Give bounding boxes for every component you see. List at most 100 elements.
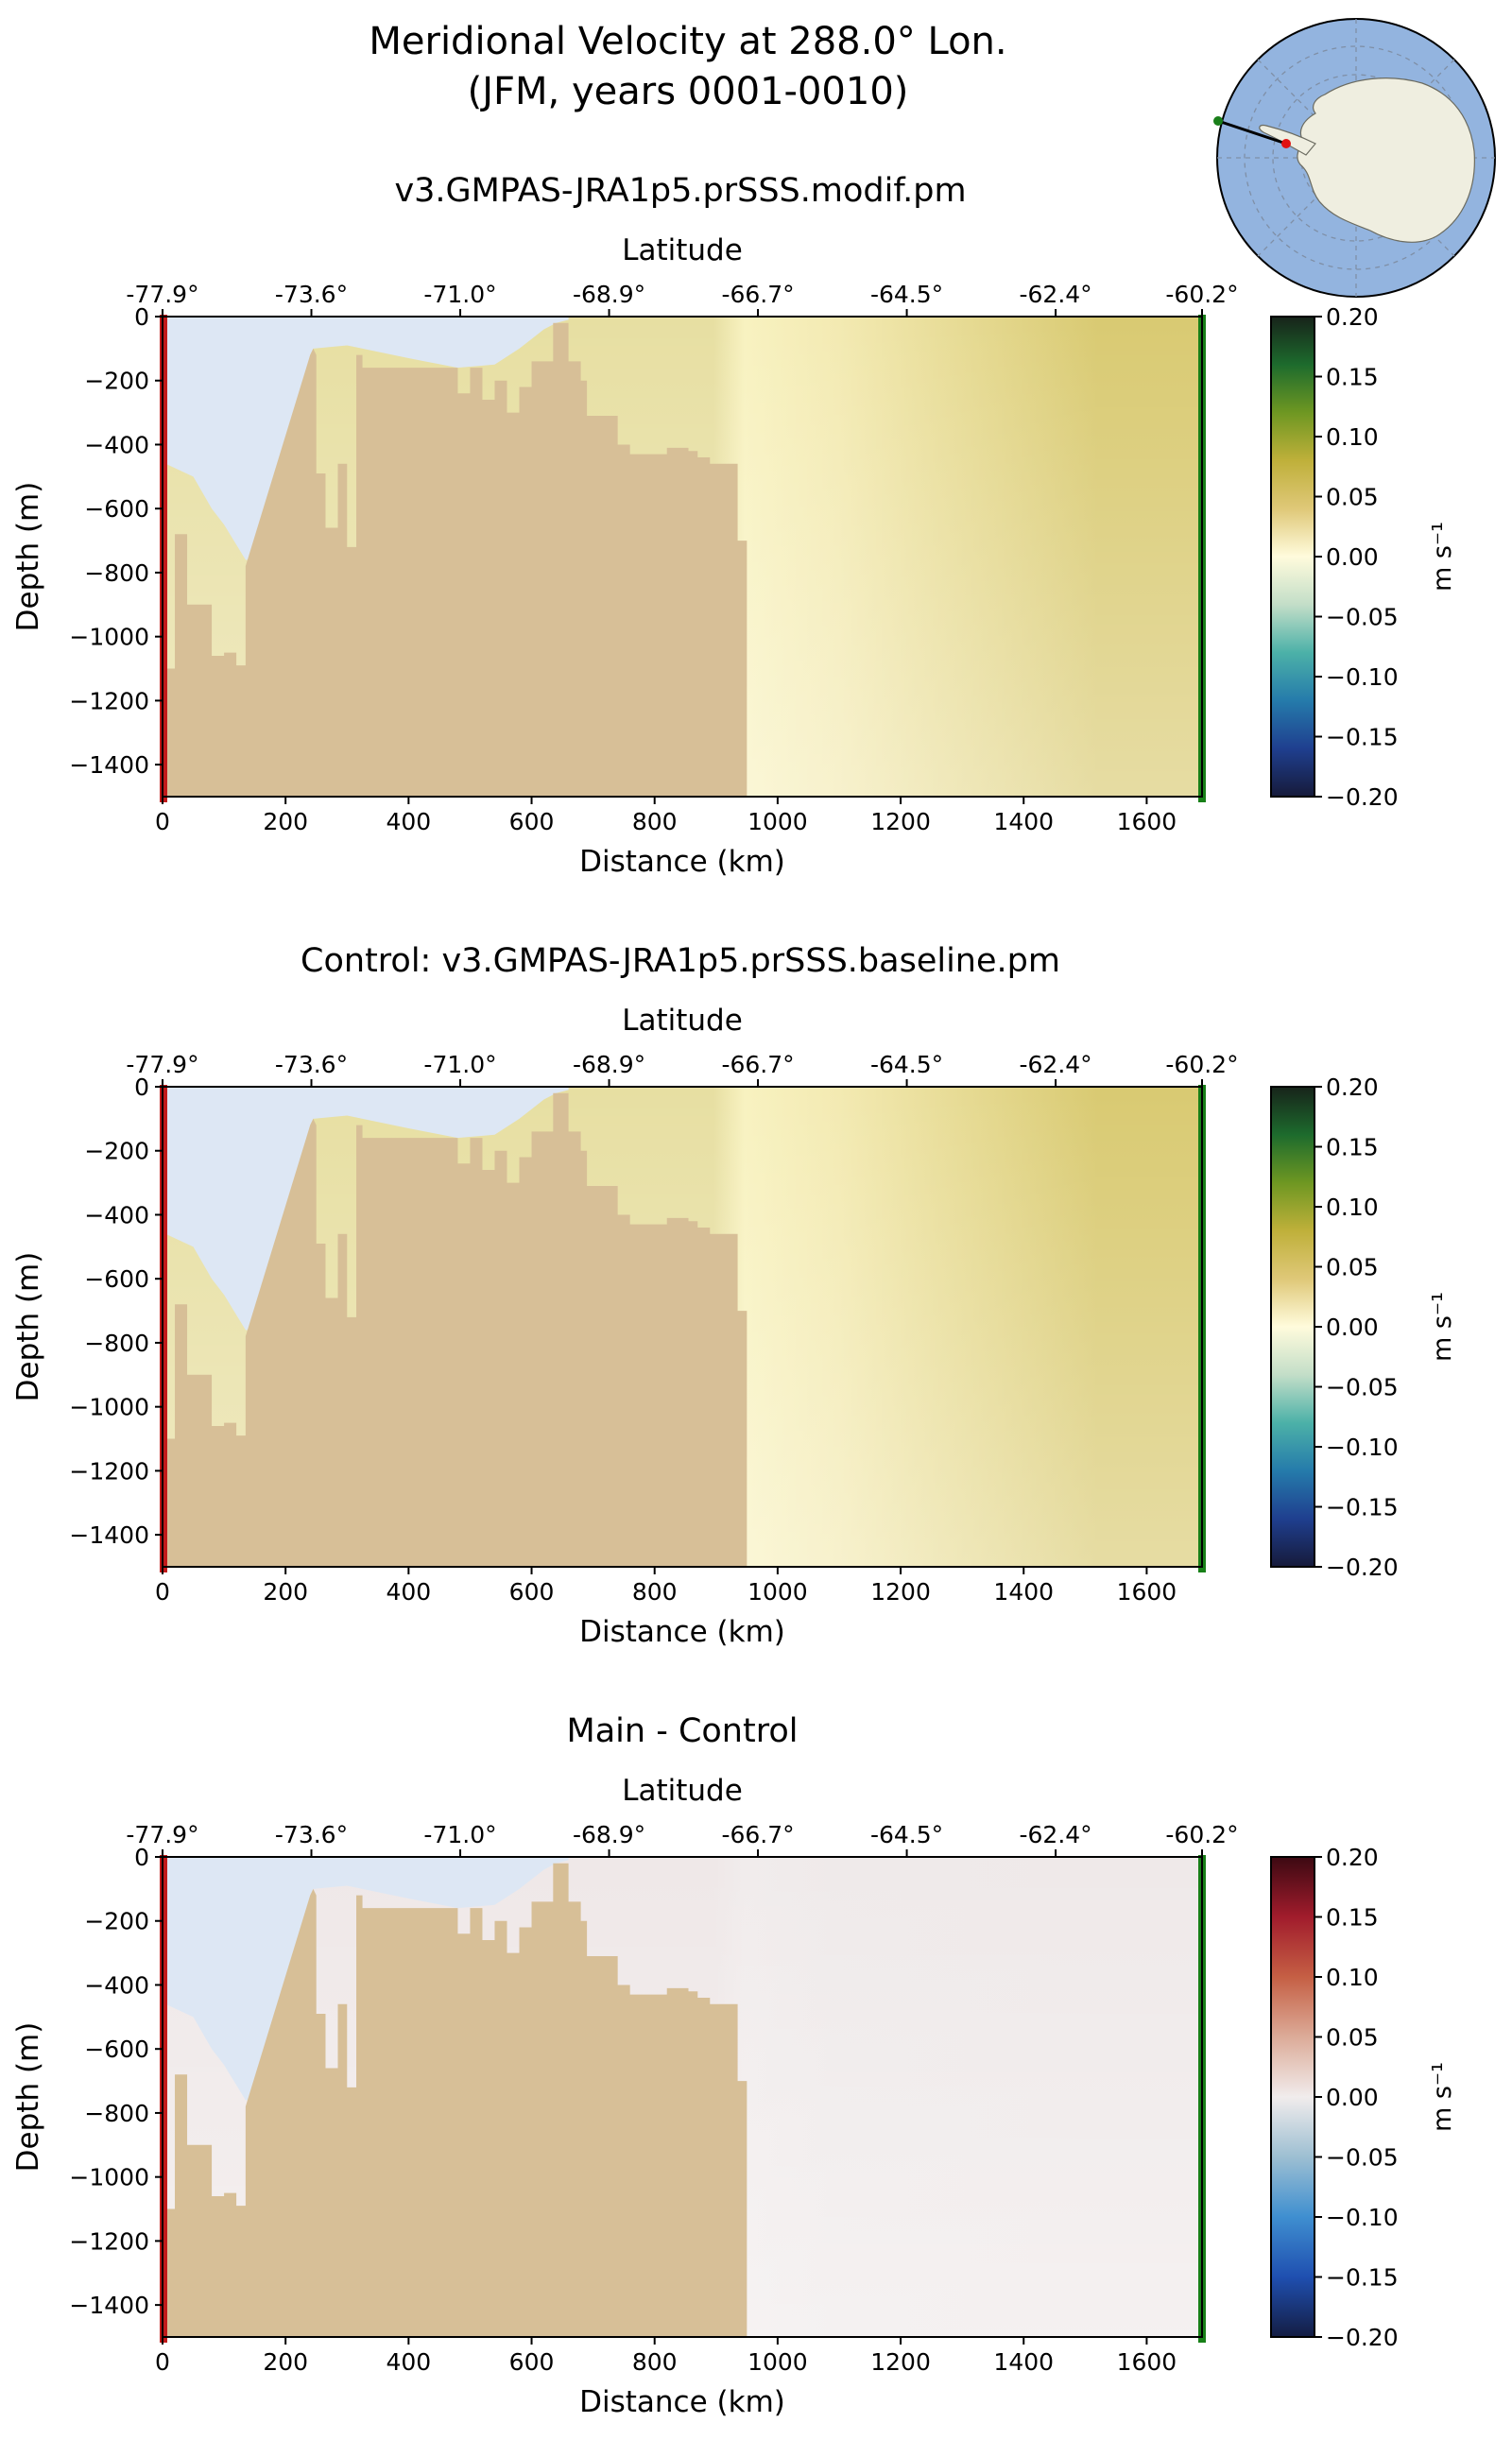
panel-title: v3.GMPAS-JRA1p5.prSSS.modif.pm <box>394 172 966 210</box>
latitude-tick-label: -66.7° <box>721 1051 794 1078</box>
x-axis-label: Distance (km) <box>579 845 785 879</box>
y-tick-label: −800 <box>84 2100 149 2127</box>
latitude-tick-label: -64.5° <box>870 1821 943 1848</box>
y-tick-label: −600 <box>84 2036 149 2063</box>
colorbar-tick-label: 0.00 <box>1326 543 1379 571</box>
colorbar-tick-label: 0.00 <box>1326 2084 1379 2111</box>
y-tick-label: −200 <box>84 368 149 395</box>
bathymetry <box>163 1092 747 1567</box>
y-tick-label: −1000 <box>69 1394 149 1421</box>
x-tick-label: 200 <box>263 1578 308 1606</box>
x-tick-label: 1200 <box>870 1578 931 1606</box>
colorbar-tick-label: 0.00 <box>1326 1314 1379 1341</box>
latitude-tick-label: -62.4° <box>1019 1051 1091 1078</box>
y-tick-label: −800 <box>84 559 149 587</box>
latitude-tick-label: -66.7° <box>721 281 794 308</box>
y-tick-label: −1400 <box>69 1521 149 1549</box>
y-tick-label: −200 <box>84 1908 149 1935</box>
x-tick-label: 600 <box>509 2348 555 2376</box>
colorbar-tick-label: −0.10 <box>1326 2204 1399 2231</box>
latitude-tick-label: -73.6° <box>275 1051 348 1078</box>
colorbar-label: m s⁻¹ <box>1428 2062 1457 2132</box>
panel-title: Main - Control <box>567 1712 799 1750</box>
x-tick-label: 1200 <box>870 2348 931 2376</box>
latitude-tick-label: -64.5° <box>870 1051 943 1078</box>
inset-map <box>1213 18 1496 298</box>
colorbar-tick-label: −0.15 <box>1326 2264 1399 2292</box>
latitude-tick-label: -77.9° <box>126 1051 198 1078</box>
latitude-tick-label: -68.9° <box>573 1051 645 1078</box>
figure-title-line1: Meridional Velocity at 288.0° Lon. <box>369 20 1006 63</box>
ice-shelf <box>163 1087 569 1331</box>
x-tick-label: 1400 <box>993 808 1054 835</box>
colorbar-tick-label: 0.10 <box>1326 423 1379 451</box>
y-tick-label: −600 <box>84 495 149 523</box>
y-tick-label: −1200 <box>69 687 149 714</box>
x-axis-label: Distance (km) <box>579 1615 785 1649</box>
x-tick-label: 400 <box>386 2348 431 2376</box>
latitude-axis-label: Latitude <box>622 1774 743 1808</box>
latitude-tick-label: -60.2° <box>1165 281 1238 308</box>
y-tick-label: −200 <box>84 1138 149 1165</box>
colorbar-tick-label: 0.20 <box>1326 1074 1379 1101</box>
latitude-tick-label: -71.0° <box>423 281 496 308</box>
latitude-axis-label: Latitude <box>622 1004 743 1038</box>
y-tick-label: −1000 <box>69 624 149 651</box>
colorbar-tick-label: −0.05 <box>1326 1374 1399 1401</box>
colorbar-tick-label: −0.20 <box>1326 1554 1399 1581</box>
colorbar-tick-label: 0.15 <box>1326 364 1379 391</box>
x-tick-label: 400 <box>386 1578 431 1606</box>
y-axis-label: Depth (m) <box>11 482 45 632</box>
latitude-tick-label: -77.9° <box>126 1821 198 1848</box>
antarctica-land <box>1297 77 1475 243</box>
latitude-tick-label: -68.9° <box>573 1821 645 1848</box>
latitude-tick-label: -77.9° <box>126 281 198 308</box>
y-axis-label: Depth (m) <box>11 1252 45 1402</box>
colorbar-tick-label: −0.10 <box>1326 1434 1399 1461</box>
y-tick-label: 0 <box>134 1074 149 1101</box>
x-tick-label: 0 <box>155 2348 170 2376</box>
inset-section-end-marker <box>1281 139 1291 148</box>
x-tick-label: 800 <box>632 2348 678 2376</box>
y-tick-label: −400 <box>84 431 149 458</box>
x-tick-label: 1600 <box>1117 808 1177 835</box>
y-tick-label: −1200 <box>69 2227 149 2255</box>
latitude-tick-label: -71.0° <box>423 1821 496 1848</box>
latitude-tick-label: -73.6° <box>275 281 348 308</box>
x-tick-label: 1600 <box>1117 1578 1177 1606</box>
latitude-axis-label: Latitude <box>622 233 743 267</box>
y-tick-label: −1000 <box>69 2164 149 2191</box>
colorbar <box>1270 316 1315 798</box>
latitude-tick-label: -66.7° <box>721 1821 794 1848</box>
colorbar-tick-label: −0.05 <box>1326 604 1399 631</box>
y-tick-label: −600 <box>84 1265 149 1293</box>
y-tick-label: −800 <box>84 1330 149 1357</box>
y-tick-label: −400 <box>84 1971 149 1999</box>
colorbar-label: m s⁻¹ <box>1428 1292 1457 1362</box>
colorbar-tick-label: 0.05 <box>1326 2024 1379 2052</box>
colorbar-tick-label: −0.20 <box>1326 783 1399 811</box>
colorbar <box>1270 1086 1315 1568</box>
latitude-tick-label: -60.2° <box>1165 1051 1238 1078</box>
latitude-tick-label: -68.9° <box>573 281 645 308</box>
plot-frame <box>162 316 1203 798</box>
plot-frame <box>162 1856 1203 2338</box>
colorbar-tick-label: 0.20 <box>1326 303 1379 331</box>
x-tick-label: 1000 <box>747 808 808 835</box>
latitude-tick-label: -62.4° <box>1019 281 1091 308</box>
x-tick-label: 1600 <box>1117 2348 1177 2376</box>
inset-section-start-marker <box>1213 116 1223 126</box>
y-tick-label: 0 <box>134 1844 149 1871</box>
latitude-tick-label: -71.0° <box>423 1051 496 1078</box>
y-tick-label: 0 <box>134 303 149 331</box>
y-tick-label: −400 <box>84 1201 149 1228</box>
latitude-tick-label: -73.6° <box>275 1821 348 1848</box>
inset-section-line <box>1217 119 1287 146</box>
x-tick-label: 0 <box>155 1578 170 1606</box>
bathymetry <box>163 322 747 797</box>
y-tick-label: −1400 <box>69 751 149 779</box>
colorbar-tick-label: −0.15 <box>1326 724 1399 751</box>
x-tick-label: 0 <box>155 808 170 835</box>
ice-shelf <box>163 1857 569 2101</box>
